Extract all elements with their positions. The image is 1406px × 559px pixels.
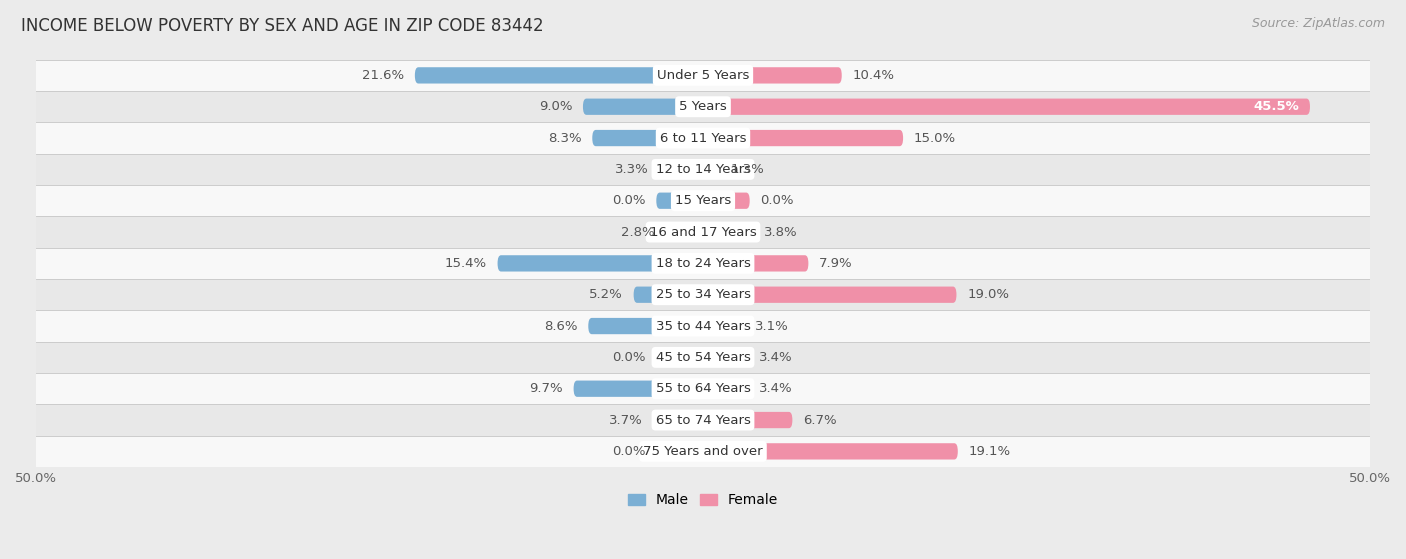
Text: 19.0%: 19.0% (967, 288, 1010, 301)
FancyBboxPatch shape (583, 98, 703, 115)
FancyBboxPatch shape (703, 67, 842, 83)
Text: 3.3%: 3.3% (614, 163, 648, 176)
FancyBboxPatch shape (703, 287, 956, 303)
FancyBboxPatch shape (657, 443, 703, 459)
Text: 19.1%: 19.1% (969, 445, 1011, 458)
FancyBboxPatch shape (703, 98, 1310, 115)
Text: 15.0%: 15.0% (914, 131, 956, 145)
FancyBboxPatch shape (588, 318, 703, 334)
Text: 3.4%: 3.4% (759, 351, 793, 364)
FancyBboxPatch shape (592, 130, 703, 146)
Text: 18 to 24 Years: 18 to 24 Years (655, 257, 751, 270)
Bar (37, 435, 1369, 467)
Text: 35 to 44 Years: 35 to 44 Years (655, 320, 751, 333)
Text: 5.2%: 5.2% (589, 288, 623, 301)
Bar (37, 310, 1369, 342)
Bar (37, 404, 1369, 435)
Text: 65 to 74 Years: 65 to 74 Years (655, 414, 751, 427)
Bar (37, 60, 1369, 91)
Bar (37, 216, 1369, 248)
Bar (37, 185, 1369, 216)
Text: 1.3%: 1.3% (731, 163, 765, 176)
Text: 0.0%: 0.0% (612, 351, 645, 364)
Bar (37, 279, 1369, 310)
FancyBboxPatch shape (657, 224, 703, 240)
FancyBboxPatch shape (415, 67, 703, 83)
Bar (37, 373, 1369, 404)
Text: 3.8%: 3.8% (765, 225, 799, 239)
Text: 55 to 64 Years: 55 to 64 Years (655, 382, 751, 395)
Bar (37, 248, 1369, 279)
Text: 6 to 11 Years: 6 to 11 Years (659, 131, 747, 145)
FancyBboxPatch shape (703, 412, 793, 428)
Text: 2.8%: 2.8% (621, 225, 655, 239)
Text: 15.4%: 15.4% (444, 257, 486, 270)
Text: 12 to 14 Years: 12 to 14 Years (655, 163, 751, 176)
Text: 45.5%: 45.5% (1254, 100, 1299, 113)
Text: 8.6%: 8.6% (544, 320, 578, 333)
FancyBboxPatch shape (703, 349, 749, 366)
Text: 45 to 54 Years: 45 to 54 Years (655, 351, 751, 364)
Text: Under 5 Years: Under 5 Years (657, 69, 749, 82)
Legend: Male, Female: Male, Female (623, 488, 783, 513)
FancyBboxPatch shape (654, 412, 703, 428)
Text: INCOME BELOW POVERTY BY SEX AND AGE IN ZIP CODE 83442: INCOME BELOW POVERTY BY SEX AND AGE IN Z… (21, 17, 544, 35)
Text: 3.4%: 3.4% (759, 382, 793, 395)
FancyBboxPatch shape (703, 255, 808, 272)
FancyBboxPatch shape (498, 255, 703, 272)
Bar (37, 122, 1369, 154)
FancyBboxPatch shape (703, 318, 749, 334)
Text: 9.7%: 9.7% (529, 382, 562, 395)
Text: 0.0%: 0.0% (761, 194, 794, 207)
FancyBboxPatch shape (703, 381, 749, 397)
FancyBboxPatch shape (703, 224, 754, 240)
Text: 10.4%: 10.4% (852, 69, 894, 82)
FancyBboxPatch shape (574, 381, 703, 397)
Text: 15 Years: 15 Years (675, 194, 731, 207)
Text: 9.0%: 9.0% (538, 100, 572, 113)
Text: 3.7%: 3.7% (609, 414, 643, 427)
FancyBboxPatch shape (657, 192, 703, 209)
Text: 6.7%: 6.7% (803, 414, 837, 427)
Bar (37, 91, 1369, 122)
Text: 16 and 17 Years: 16 and 17 Years (650, 225, 756, 239)
Text: 21.6%: 21.6% (363, 69, 404, 82)
FancyBboxPatch shape (703, 130, 903, 146)
FancyBboxPatch shape (657, 349, 703, 366)
Text: 7.9%: 7.9% (820, 257, 852, 270)
FancyBboxPatch shape (703, 161, 749, 178)
Text: Source: ZipAtlas.com: Source: ZipAtlas.com (1251, 17, 1385, 30)
Bar (37, 342, 1369, 373)
FancyBboxPatch shape (657, 161, 703, 178)
Text: 3.1%: 3.1% (755, 320, 789, 333)
Text: 8.3%: 8.3% (548, 131, 582, 145)
Text: 0.0%: 0.0% (612, 194, 645, 207)
Bar (37, 154, 1369, 185)
FancyBboxPatch shape (703, 192, 749, 209)
FancyBboxPatch shape (703, 443, 957, 459)
Text: 25 to 34 Years: 25 to 34 Years (655, 288, 751, 301)
Text: 5 Years: 5 Years (679, 100, 727, 113)
Text: 0.0%: 0.0% (612, 445, 645, 458)
Text: 75 Years and over: 75 Years and over (643, 445, 763, 458)
FancyBboxPatch shape (634, 287, 703, 303)
